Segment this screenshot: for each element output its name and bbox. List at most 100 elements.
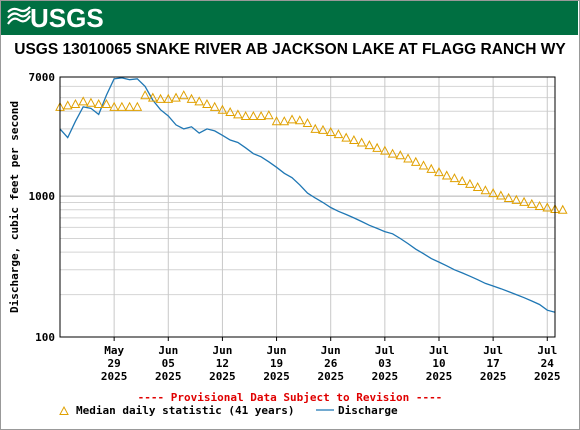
median-point: [217, 104, 228, 114]
median-point: [480, 185, 491, 195]
x-tick-label: 2025: [480, 370, 507, 383]
median-point: [248, 110, 259, 121]
median-point: [318, 124, 328, 134]
median-point: [86, 97, 96, 107]
x-tick-label: 10: [432, 357, 445, 370]
median-point: [496, 190, 506, 200]
median-point: [178, 90, 189, 100]
median-point: [434, 167, 444, 177]
median-point: [194, 96, 205, 106]
median-point: [418, 160, 429, 170]
median-point: [294, 115, 305, 125]
median-point: [147, 92, 158, 102]
y-tick-label: 7000: [29, 71, 56, 84]
y-tick-label: 1000: [29, 190, 56, 203]
median-point: [70, 98, 81, 109]
x-tick-label: 03: [378, 357, 391, 370]
median-point: [542, 202, 553, 212]
x-tick-label: Jul: [429, 344, 449, 357]
median-point: [310, 123, 321, 133]
x-tick-label: May: [104, 344, 124, 357]
median-point: [202, 98, 212, 109]
median-point: [503, 192, 514, 202]
median-point: [256, 110, 266, 121]
x-tick-label: Jul: [375, 344, 395, 357]
median-point: [263, 110, 274, 120]
median-point: [526, 198, 537, 208]
median-point: [117, 101, 127, 111]
median-point: [349, 134, 359, 145]
x-tick-label: Jun: [158, 344, 178, 357]
x-tick-label: 2025: [209, 370, 236, 383]
median-point: [233, 109, 243, 119]
plot-border: [59, 76, 556, 338]
y-tick-label: 100: [35, 331, 55, 344]
median-point: [426, 163, 437, 173]
median-point: [465, 178, 475, 188]
x-tick-label: 17: [487, 357, 500, 370]
median-point: [534, 200, 545, 211]
x-tick-label: 19: [270, 357, 283, 370]
median-point: [557, 204, 568, 214]
median-point: [511, 194, 522, 204]
x-tick-label: 2025: [155, 370, 182, 383]
x-tick-label: Jun: [321, 344, 341, 357]
median-point: [449, 173, 460, 183]
median-point: [341, 132, 352, 142]
discharge-series-line: [59, 77, 556, 313]
x-tick-label: 2025: [317, 370, 344, 383]
legend-median-marker: [59, 405, 69, 415]
median-point: [78, 96, 89, 106]
x-tick-label: 2025: [101, 370, 128, 383]
x-tick-label: 29: [108, 357, 121, 370]
median-point: [519, 196, 529, 206]
median-point: [488, 188, 498, 198]
median-point: [372, 142, 382, 152]
median-point: [93, 98, 104, 109]
median-point: [163, 93, 174, 103]
median-point: [333, 129, 344, 139]
x-tick-label: 26: [324, 357, 338, 370]
x-tick-label: 2025: [534, 370, 561, 383]
x-tick-label: 05: [162, 357, 175, 370]
median-point: [240, 110, 251, 121]
median-point: [140, 90, 150, 100]
usgs-logo-icon: [7, 6, 31, 25]
median-point: [364, 140, 375, 150]
median-point: [101, 98, 112, 109]
median-point: [287, 114, 297, 124]
median-point: [155, 93, 166, 103]
legend-discharge-label: Discharge: [338, 404, 398, 417]
usgs-banner: USGS: [1, 1, 578, 35]
median-point: [457, 175, 468, 185]
median-point: [441, 170, 452, 180]
plot-area: [60, 77, 555, 337]
median-point: [472, 181, 483, 192]
x-tick-label: 2025: [426, 370, 453, 383]
median-point: [302, 117, 313, 128]
x-tick-label: 2025: [263, 370, 290, 383]
median-point: [186, 93, 197, 103]
median-point: [225, 106, 235, 117]
median-point: [356, 137, 367, 147]
median-point: [62, 100, 73, 110]
x-tick-label: Jul: [483, 344, 503, 357]
median-point: [109, 101, 119, 111]
median-point: [124, 101, 135, 111]
x-tick-label: Jul: [537, 344, 557, 357]
y-axis-label: Discharge, cubic feet per second: [8, 101, 21, 313]
median-point: [271, 116, 282, 126]
median-point: [279, 116, 290, 126]
median-point: [132, 101, 143, 111]
x-tick-label: Jun: [212, 344, 232, 357]
median-point: [380, 145, 390, 155]
x-tick-label: 2025: [372, 370, 399, 383]
median-point: [325, 126, 336, 136]
median-point: [209, 101, 220, 111]
x-tick-label: 12: [216, 357, 229, 370]
median-point: [387, 148, 398, 158]
chart-title: USGS 13010065 SNAKE RIVER AB JACKSON LAK…: [14, 41, 566, 58]
median-point: [395, 150, 406, 160]
median-point: [171, 92, 181, 102]
